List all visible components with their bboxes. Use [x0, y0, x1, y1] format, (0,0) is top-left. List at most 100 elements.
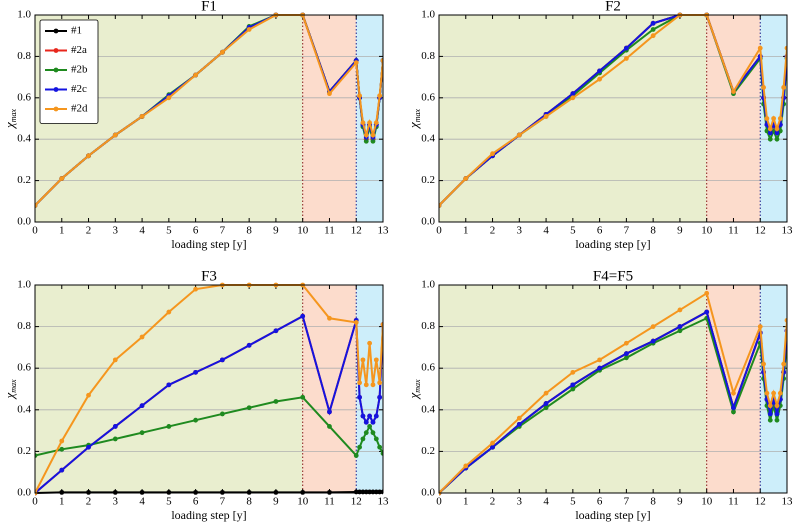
chart-title: F3	[201, 268, 217, 284]
y-axis-label: χmax	[406, 109, 422, 131]
series-marker	[650, 33, 656, 39]
series-marker	[273, 489, 279, 495]
series-marker	[597, 365, 603, 371]
series-marker	[193, 369, 199, 375]
chart-title: F2	[605, 0, 621, 14]
series-marker	[677, 307, 683, 313]
x-tick-label: 7	[624, 496, 630, 508]
series-marker	[463, 176, 469, 181]
chart-title: F4=F5	[593, 268, 633, 284]
series-marker	[139, 114, 145, 119]
axes-frame	[34, 14, 384, 223]
x-tick-label: 13	[378, 225, 390, 237]
x-tick-label: 2	[490, 225, 496, 237]
y-axis-subscript: max	[9, 109, 18, 123]
x-tick-label: 6	[597, 225, 603, 237]
x-tick-label: 13	[782, 225, 793, 237]
series-marker	[35, 203, 38, 208]
legend-marker	[53, 67, 59, 73]
phase-region	[706, 285, 761, 493]
y-axis-subscript: max	[9, 379, 18, 393]
series-marker	[367, 413, 373, 419]
series-marker	[193, 417, 199, 423]
y-tick-label: 1.0	[17, 9, 31, 21]
series-marker	[767, 126, 773, 132]
y-tick-label: 0.4	[421, 133, 435, 145]
x-tick-label: 5	[570, 496, 576, 508]
series-marker	[353, 320, 359, 325]
y-tick-label: 1.0	[421, 9, 435, 21]
series-marker	[490, 444, 495, 450]
series-marker	[166, 309, 172, 315]
series-marker	[357, 394, 362, 400]
series-marker	[360, 120, 366, 126]
series-marker	[439, 203, 442, 208]
y-axis-subscript: max	[413, 379, 422, 393]
series-marker	[363, 430, 369, 436]
legend-label: #2a	[71, 44, 87, 56]
series-marker	[193, 286, 199, 292]
phase-region	[356, 285, 383, 493]
series-marker	[327, 91, 332, 97]
x-tick-label: 1	[59, 225, 65, 237]
y-tick-label: 0.4	[17, 133, 31, 145]
series-marker	[327, 424, 332, 429]
axes-frame	[34, 284, 384, 494]
series-marker	[761, 85, 766, 90]
series-marker	[86, 444, 91, 450]
series-marker	[774, 403, 780, 409]
legend-marker	[53, 48, 59, 53]
series-marker	[112, 489, 118, 495]
series-marker	[59, 176, 65, 181]
y-tick-label: 0.0	[17, 487, 31, 499]
series-marker	[650, 324, 656, 329]
y-tick-label: 1.0	[421, 279, 435, 291]
series-marker	[623, 45, 629, 51]
x-tick-label: 12	[755, 225, 766, 237]
series-marker	[370, 138, 376, 144]
x-tick-label: 5	[166, 496, 172, 508]
x-tick-label: 1	[463, 496, 469, 508]
x-tick-label: 2	[490, 496, 496, 508]
x-tick-label: 2	[86, 225, 92, 237]
phase-region	[706, 15, 761, 222]
series-marker	[516, 421, 522, 427]
y-tick-label: 0.2	[421, 445, 435, 457]
series-marker	[731, 405, 736, 411]
series-marker	[781, 361, 787, 367]
x-tick-label: 5	[570, 225, 576, 237]
series-marker	[373, 120, 379, 126]
series-marker	[704, 309, 710, 315]
y-tick-label: 0.4	[421, 403, 435, 415]
series-marker	[774, 417, 780, 423]
x-tick-label: 8	[246, 496, 252, 508]
x-tick-label: 2	[86, 496, 92, 508]
series-marker	[59, 446, 65, 452]
series-marker	[570, 382, 576, 388]
series-marker	[219, 411, 225, 417]
y-axis-symbol: χ	[406, 393, 421, 401]
series-marker	[360, 357, 366, 363]
subplot: 0.00.20.40.60.81.00 1 2 3 4 5 6 7 8 9 10 11 12 13F2lo…	[406, 0, 793, 251]
series-marker	[327, 489, 332, 495]
series-marker	[86, 392, 91, 398]
x-tick-label: 6	[193, 225, 199, 237]
y-tick-label: 0.0	[421, 216, 435, 228]
x-tick-label: 7	[624, 225, 630, 237]
y-tick-label: 0.8	[421, 50, 435, 62]
x-tick-label: 4	[139, 225, 145, 237]
series-marker	[597, 76, 603, 82]
series-marker	[363, 132, 369, 138]
series-marker	[353, 60, 359, 66]
series-marker	[650, 20, 656, 26]
phase-region	[302, 15, 357, 222]
subplot: 0.00.20.40.60.81.00 1 2 3 4 5 6 7 8 9 10 11 12 13F4=F…	[406, 268, 793, 521]
y-axis-symbol: χ	[2, 393, 17, 401]
series-marker	[764, 116, 770, 121]
x-tick-label: 9	[273, 496, 279, 508]
series-marker	[300, 313, 306, 319]
series-marker	[219, 49, 225, 55]
x-tick-label: 5	[166, 225, 172, 237]
series-marker	[623, 355, 629, 361]
subplot: 0.00.20.40.60.81.00 1 2 3 4 5 6 7 8 9 10 11 12 13F1lo…	[2, 0, 389, 251]
